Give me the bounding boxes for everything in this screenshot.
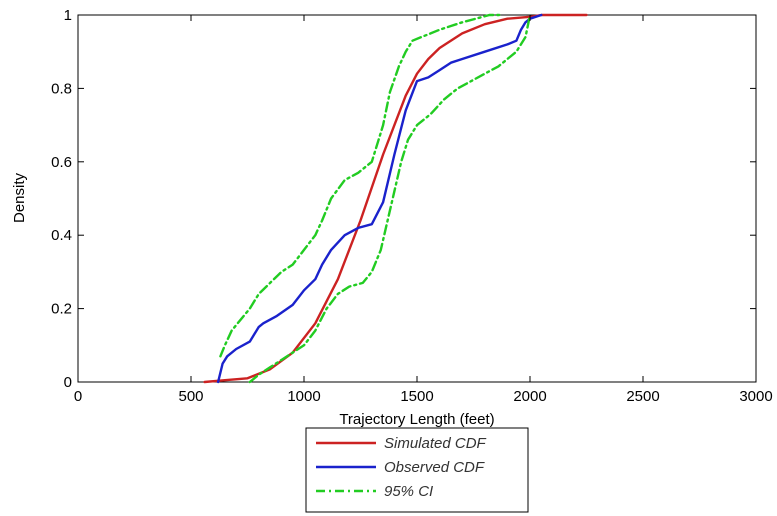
y-axis-ticks: 0 0.2 0.4 0.6 0.8 1 bbox=[51, 7, 756, 391]
y-axis-label: Density bbox=[11, 172, 28, 223]
x-axis-ticks: 0 500 1000 1500 2000 2500 3000 bbox=[74, 15, 773, 405]
x-tick-label: 2000 bbox=[513, 388, 546, 405]
series-line-95-ci bbox=[219, 13, 505, 358]
legend-label: Observed CDF bbox=[384, 459, 485, 476]
x-tick-label: 1000 bbox=[287, 388, 320, 405]
y-tick-label: 0.4 bbox=[51, 227, 72, 244]
y-tick-label: 0.6 bbox=[51, 154, 72, 171]
legend: Simulated CDF Observed CDF 95% CI bbox=[305, 427, 529, 513]
x-tick-label: 3000 bbox=[739, 388, 772, 405]
x-tick-label: 1500 bbox=[400, 388, 433, 405]
y-tick-label: 0.8 bbox=[51, 80, 72, 97]
y-tick-label: 1 bbox=[64, 7, 72, 24]
series-line-95-ci-lower bbox=[248, 13, 532, 384]
legend-label: Simulated CDF bbox=[384, 435, 487, 452]
x-axis-label: Trajectory Length (feet) bbox=[339, 411, 494, 428]
plot-area bbox=[77, 14, 757, 383]
x-tick-label: 2500 bbox=[626, 388, 659, 405]
y-tick-label: 0 bbox=[64, 374, 72, 391]
x-tick-label: 0 bbox=[74, 388, 82, 405]
y-tick-label: 0.2 bbox=[51, 301, 72, 318]
series-layer bbox=[203, 13, 588, 384]
legend-label: 95% CI bbox=[384, 483, 433, 500]
x-tick-label: 500 bbox=[178, 388, 203, 405]
series-line-observed-cdf bbox=[216, 13, 543, 384]
